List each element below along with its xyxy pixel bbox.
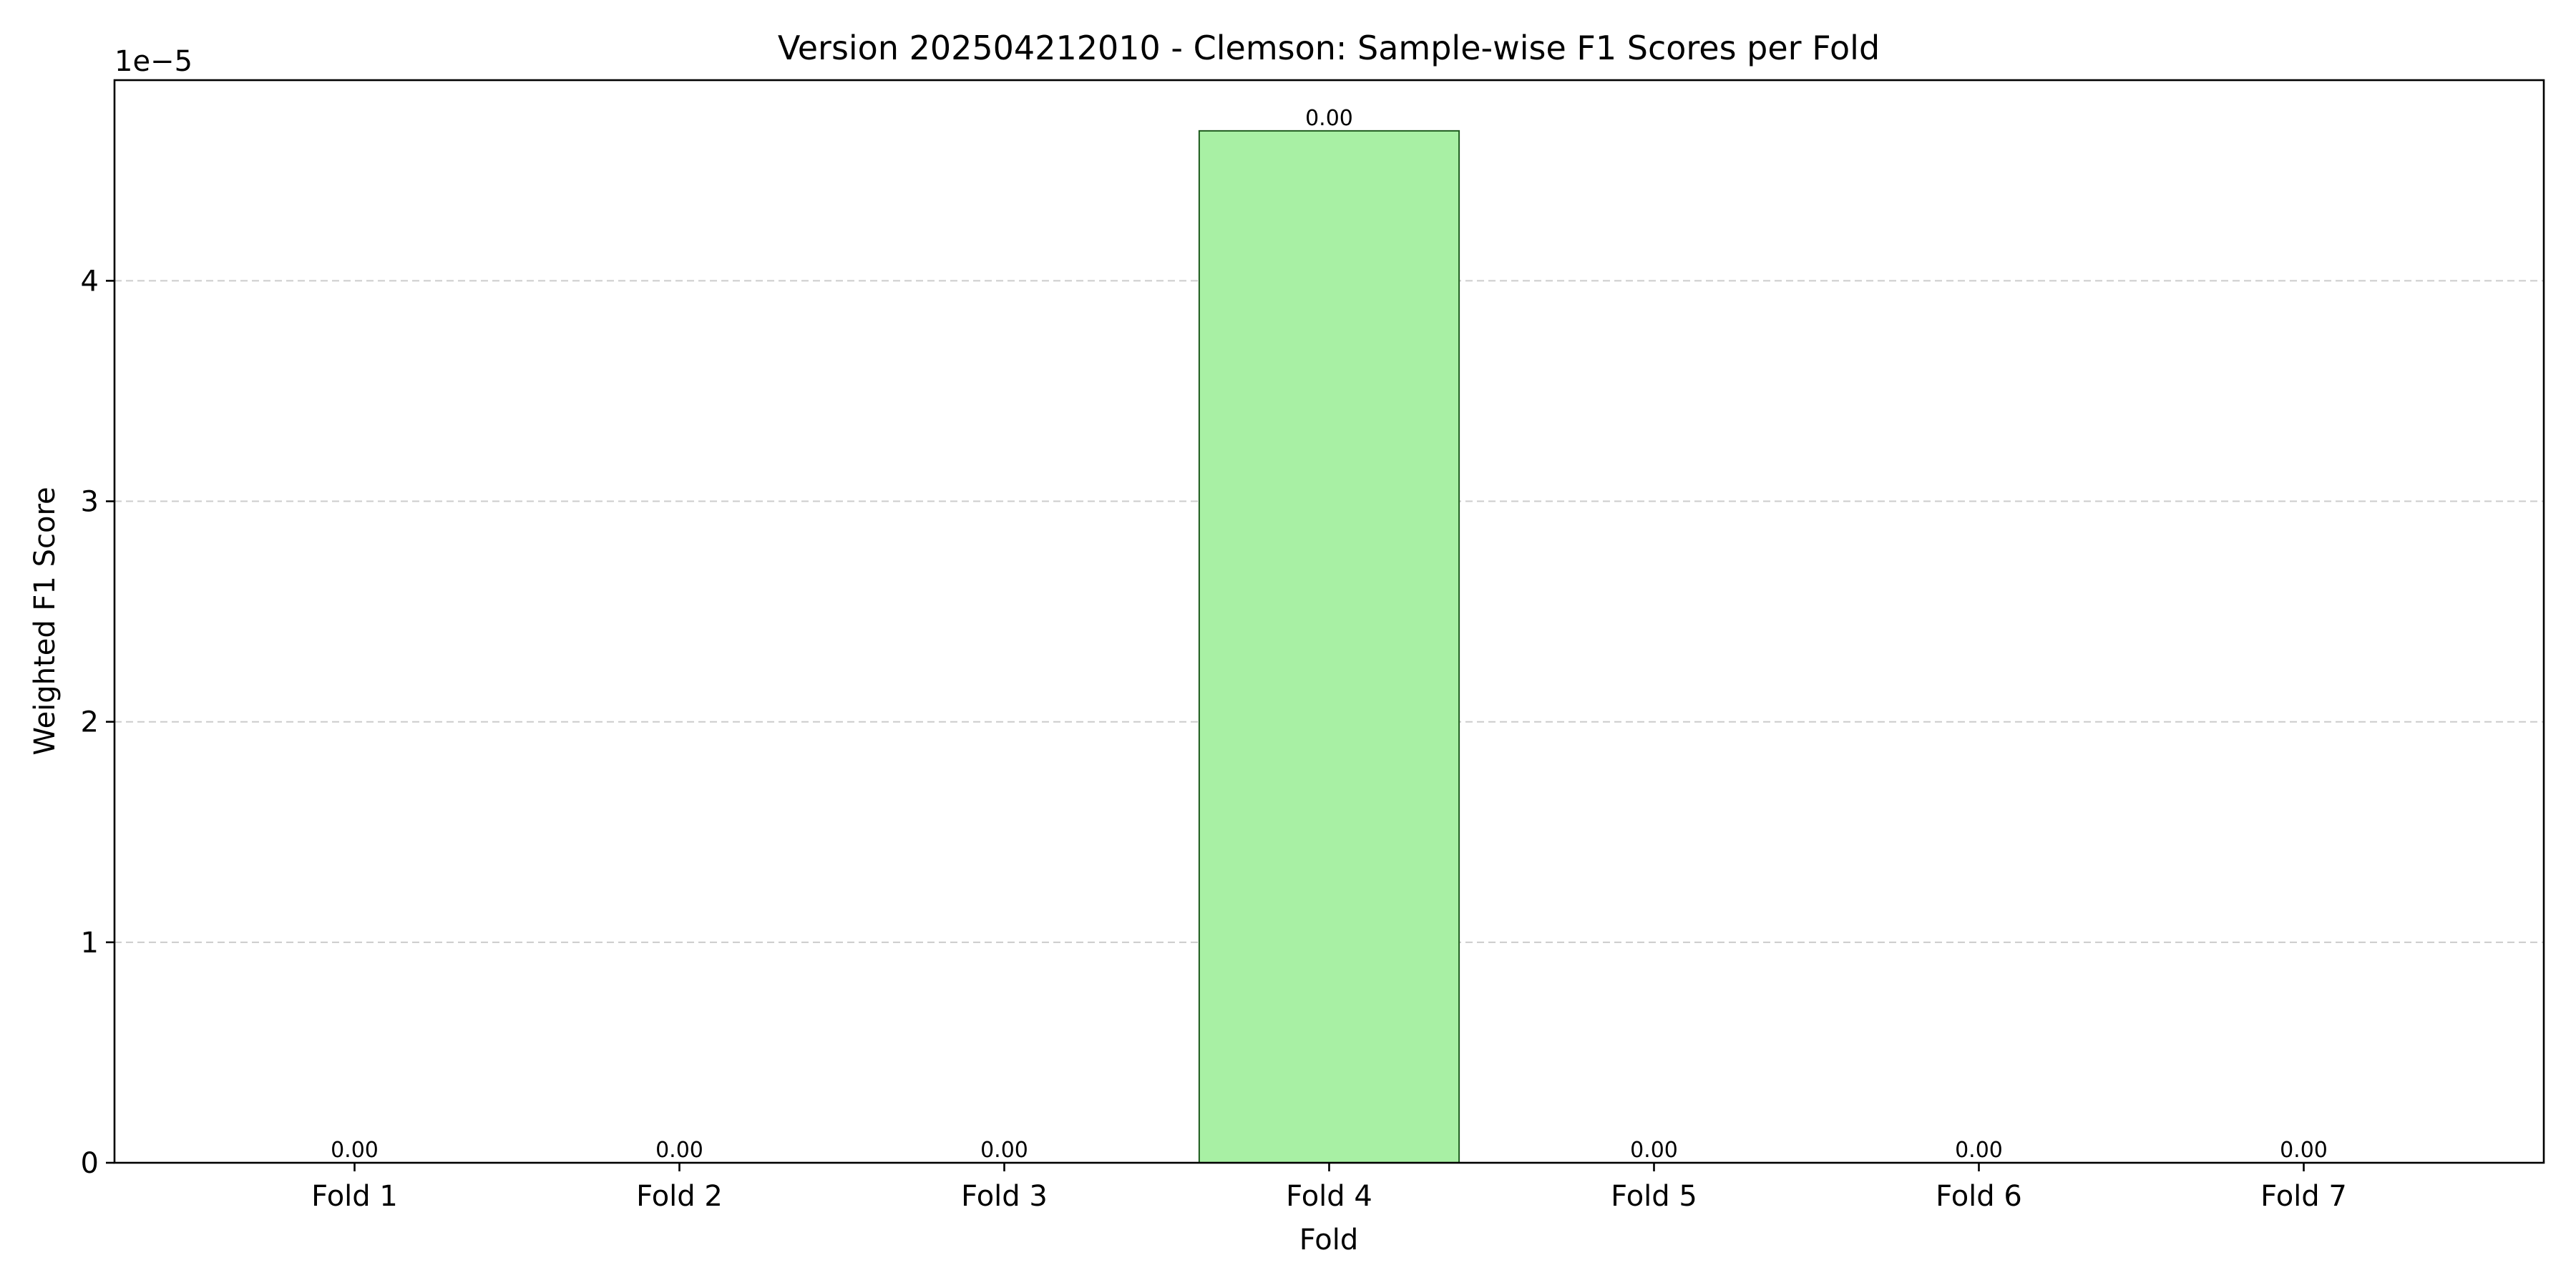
x-tick-label: Fold 2 — [636, 1180, 723, 1213]
y-tick-label: 4 — [81, 265, 99, 298]
x-tick-label: Fold 7 — [2260, 1180, 2347, 1213]
y-axis-ticks: 0 1 2 3 4 — [81, 265, 114, 1180]
data-label: 0.00 — [2280, 1138, 2328, 1163]
data-label: 0.00 — [1305, 106, 1353, 131]
x-tick-label: Fold 1 — [311, 1180, 398, 1213]
x-axis-ticks: Fold 1 Fold 2 Fold 3 Fold 4 Fold 5 Fold 6 Fold… — [311, 1163, 2347, 1213]
data-label: 0.00 — [1630, 1138, 1678, 1163]
x-tick-label: Fold 3 — [961, 1180, 1048, 1213]
x-tick-label: Fold 4 — [1286, 1180, 1372, 1213]
data-label: 0.00 — [980, 1138, 1028, 1163]
x-tick-label: Fold 5 — [1611, 1180, 1697, 1213]
y-axis-label: Weighted F1 Score — [29, 487, 62, 755]
x-axis-label: Fold — [1299, 1224, 1359, 1257]
data-label: 0.00 — [331, 1138, 379, 1163]
data-label: 0.00 — [1955, 1138, 2003, 1163]
y-tick-label: 1 — [81, 927, 99, 960]
y-offset-label: 1e−5 — [114, 45, 192, 78]
bar — [1198, 130, 1460, 1163]
data-labels: 0.00 0.00 0.00 0.00 0.00 0.00 0.00 — [331, 106, 2328, 1163]
bar-layer — [1198, 130, 1460, 1163]
y-tick-label: 3 — [81, 486, 99, 519]
y-tick-label: 0 — [81, 1147, 99, 1180]
data-label: 0.00 — [655, 1138, 703, 1163]
chart-title: Version 202504212010 - Clemson: Sample-w… — [778, 29, 1880, 67]
y-tick-label: 2 — [81, 706, 99, 739]
x-tick-label: Fold 6 — [1936, 1180, 2022, 1213]
